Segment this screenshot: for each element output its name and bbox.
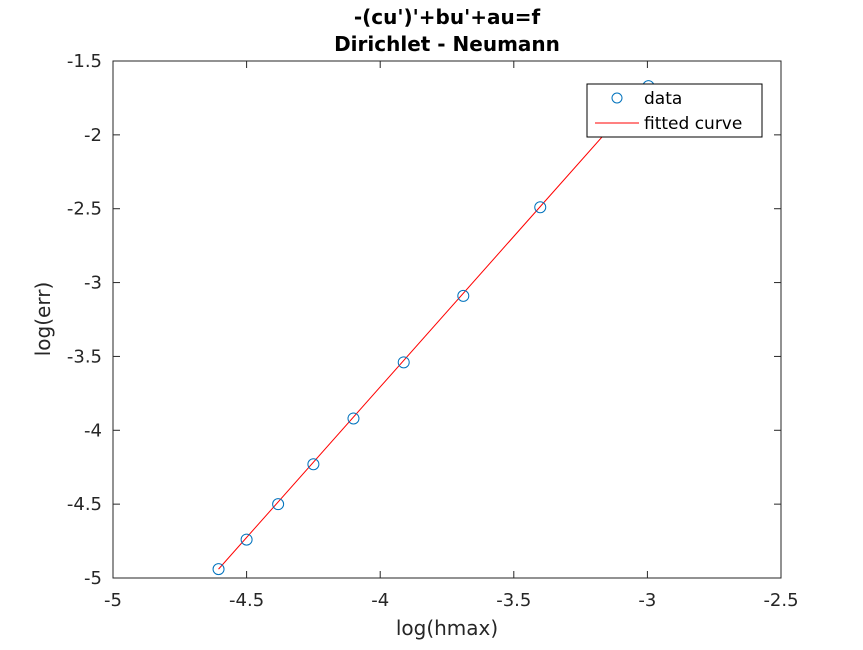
chart-title: -(cu')'+bu'+au=f [354,5,541,29]
y-tick-label: -1.5 [67,51,102,72]
legend-fitted-curve-label: fitted curve [644,114,742,134]
y-axis-label: log(err) [31,282,55,357]
legend-data-label: data [644,89,682,109]
data-point-marker [272,498,285,511]
y-tick-label: -4.5 [67,494,102,515]
x-axis-tick-labels: -5 -4.5 -4 -3.5 -3 -2.5 [104,590,799,611]
data-point-marker [347,412,360,425]
y-tick-label: -2.5 [67,199,102,220]
legend: data fitted curve [586,83,763,138]
x-tick-label: -5 [104,590,122,611]
data-point-marker [534,201,547,214]
x-axis-label: log(hmax) [396,616,498,640]
legend-data-marker-icon [611,92,623,104]
series-layer [212,80,655,576]
y-tick-label: -3.5 [67,346,102,367]
x-axis-ticks [112,61,782,578]
y-axis-ticks [113,60,781,579]
y-tick-label: -3 [84,273,102,294]
data-point-marker [240,533,253,546]
legend-box [586,83,763,138]
x-tick-label: -4.5 [229,590,264,611]
data-point-marker [212,563,225,576]
x-tick-label: -3 [638,590,656,611]
y-tick-label: -4 [84,420,102,441]
y-axis-tick-labels: -1.5 -2 -2.5 -3 -3.5 -4 -4.5 -5 [67,51,102,589]
data-point-marker [397,356,410,369]
data-point-marker [457,289,470,302]
data-point-marker [307,458,320,471]
plot-area [112,60,782,579]
x-tick-label: -4 [371,590,389,611]
y-tick-label: -2 [84,125,102,146]
x-tick-label: -3.5 [496,590,531,611]
y-tick-label: -5 [84,568,102,589]
chart-subtitle: Dirichlet - Neumann [334,32,560,56]
fitted-curve-line [218,84,649,570]
x-tick-label: -2.5 [763,590,798,611]
